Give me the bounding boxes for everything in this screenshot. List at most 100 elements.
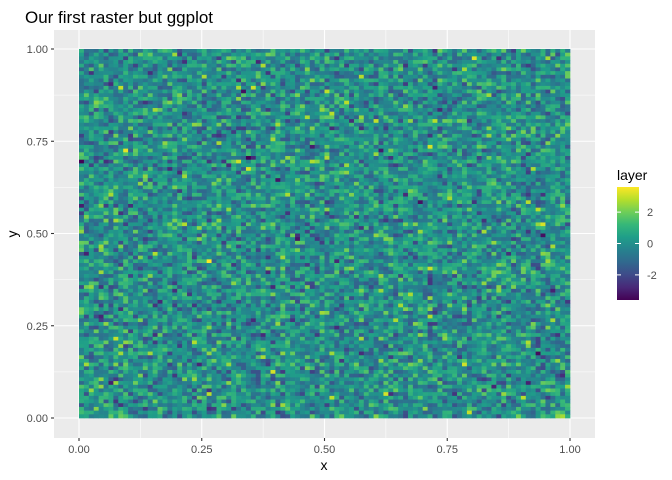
raster-cell	[201, 108, 208, 113]
raster-cell	[329, 60, 335, 65]
raster-cell	[98, 126, 104, 131]
raster-cell	[535, 74, 541, 79]
raster-cell	[437, 119, 443, 124]
raster-cell	[123, 222, 129, 227]
raster-cell	[295, 104, 301, 109]
raster-cell	[447, 222, 453, 227]
raster-cell	[309, 56, 316, 61]
raster-cell	[250, 200, 257, 205]
raster-cell	[349, 159, 355, 164]
raster-cell	[363, 200, 370, 205]
raster-cell	[349, 100, 355, 105]
raster-cell	[319, 82, 325, 87]
raster-cell	[457, 100, 463, 105]
raster-cell	[295, 141, 301, 146]
raster-cell	[353, 56, 360, 61]
raster-cell	[550, 82, 556, 87]
raster-cell	[290, 133, 296, 138]
raster-cell	[157, 104, 163, 109]
raster-cell	[545, 218, 551, 223]
raster-cell	[152, 211, 158, 216]
raster-cell	[457, 133, 463, 138]
raster-cell	[309, 137, 316, 142]
raster-cell	[265, 52, 271, 57]
raster-cell	[123, 152, 129, 157]
raster-cell	[245, 52, 252, 57]
raster-cell	[290, 56, 296, 61]
raster-cell	[216, 115, 222, 120]
raster-cell	[177, 56, 183, 61]
raster-cell	[206, 89, 212, 94]
raster-cell	[466, 144, 473, 149]
raster-cell	[565, 93, 571, 98]
raster-cell	[324, 115, 330, 120]
raster-cell	[349, 89, 355, 94]
raster-cell	[245, 89, 252, 94]
raster-cell	[398, 115, 404, 120]
raster-cell	[314, 133, 320, 138]
raster-cell	[98, 122, 104, 127]
raster-cell	[506, 96, 512, 102]
raster-cell	[412, 174, 419, 179]
raster-cell	[349, 115, 355, 120]
raster-cell	[344, 163, 350, 168]
raster-cell	[314, 78, 320, 83]
raster-cell	[162, 111, 168, 116]
raster-cell	[118, 178, 124, 183]
raster-cell	[103, 167, 109, 172]
raster-cell	[162, 85, 168, 90]
raster-cell	[417, 178, 424, 183]
raster-cell	[275, 218, 281, 223]
raster-cell	[255, 130, 262, 135]
raster-cell	[275, 119, 281, 124]
raster-cell	[324, 215, 330, 220]
raster-cell	[476, 85, 482, 90]
raster-cell	[113, 203, 119, 209]
raster-cell	[245, 130, 252, 135]
raster-cell	[545, 170, 551, 175]
raster-cell	[437, 93, 443, 98]
raster-cell	[432, 203, 438, 209]
raster-cell	[260, 144, 266, 149]
raster-cell	[447, 192, 453, 197]
raster-cell	[427, 78, 433, 83]
raster-cell	[231, 85, 237, 90]
raster-cell	[128, 222, 134, 227]
raster-cell	[560, 159, 566, 164]
raster-cell	[108, 144, 114, 149]
raster-cell	[334, 52, 340, 57]
raster-cell	[334, 122, 340, 127]
raster-cell	[255, 60, 262, 65]
raster-cell	[196, 229, 203, 234]
raster-cell	[457, 181, 463, 186]
raster-cell	[113, 152, 119, 157]
raster-cell	[216, 218, 222, 223]
raster-cell	[471, 141, 478, 146]
raster-cell	[231, 93, 237, 98]
raster-cell	[137, 93, 144, 98]
raster-cell	[476, 93, 482, 98]
raster-cell	[555, 163, 561, 168]
raster-cell	[226, 67, 232, 72]
raster-cell	[565, 115, 571, 120]
raster-cell	[466, 148, 473, 153]
raster-cell	[545, 211, 551, 216]
raster-cell	[457, 174, 463, 179]
raster-cell	[520, 78, 527, 83]
raster-cell	[108, 126, 114, 131]
raster-cell	[334, 104, 340, 109]
raster-cell	[349, 200, 355, 205]
raster-cell	[525, 133, 532, 138]
raster-cell	[231, 181, 237, 186]
raster-cell	[555, 185, 561, 190]
raster-cell	[373, 185, 379, 190]
raster-cell	[226, 192, 232, 197]
raster-cell	[88, 78, 95, 83]
raster-cell	[79, 215, 85, 220]
raster-cell	[231, 130, 237, 135]
raster-cell	[250, 170, 257, 175]
raster-cell	[545, 226, 551, 231]
raster-cell	[398, 218, 404, 223]
raster-cell	[530, 78, 536, 83]
raster-cell	[550, 126, 556, 131]
